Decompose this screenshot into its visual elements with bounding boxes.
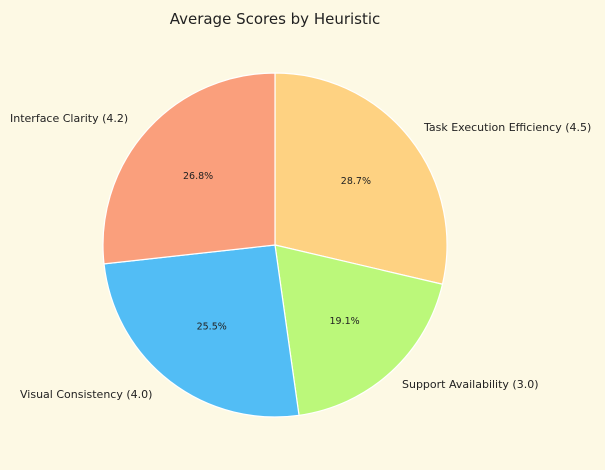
slice-label: Task Execution Efficiency (4.5) (423, 121, 591, 134)
percent-labels: 28.7% 19.1% 25.5% 26.8% (183, 171, 371, 332)
slice-label: Visual Consistency (4.0) (20, 388, 152, 401)
chart-title: Average Scores by Heuristic (170, 10, 381, 28)
percent-label: 26.8% (183, 171, 213, 182)
pie-slice-support-availability (274, 244, 444, 416)
percent-label: 28.7% (341, 176, 371, 187)
percent-label: 25.5% (197, 322, 227, 333)
pie-slices (102, 72, 448, 418)
slice-labels: Task Execution Efficiency (4.5) Support A… (10, 112, 591, 401)
slice-label: Interface Clarity (4.2) (10, 112, 128, 125)
slice-label: Support Availability (3.0) (402, 378, 539, 391)
percent-label: 19.1% (330, 316, 360, 327)
pie-slice-visual-consistency (103, 244, 300, 418)
pie-slice-interface-clarity (102, 72, 276, 265)
pie-slice-task-execution-efficiency (274, 72, 448, 285)
